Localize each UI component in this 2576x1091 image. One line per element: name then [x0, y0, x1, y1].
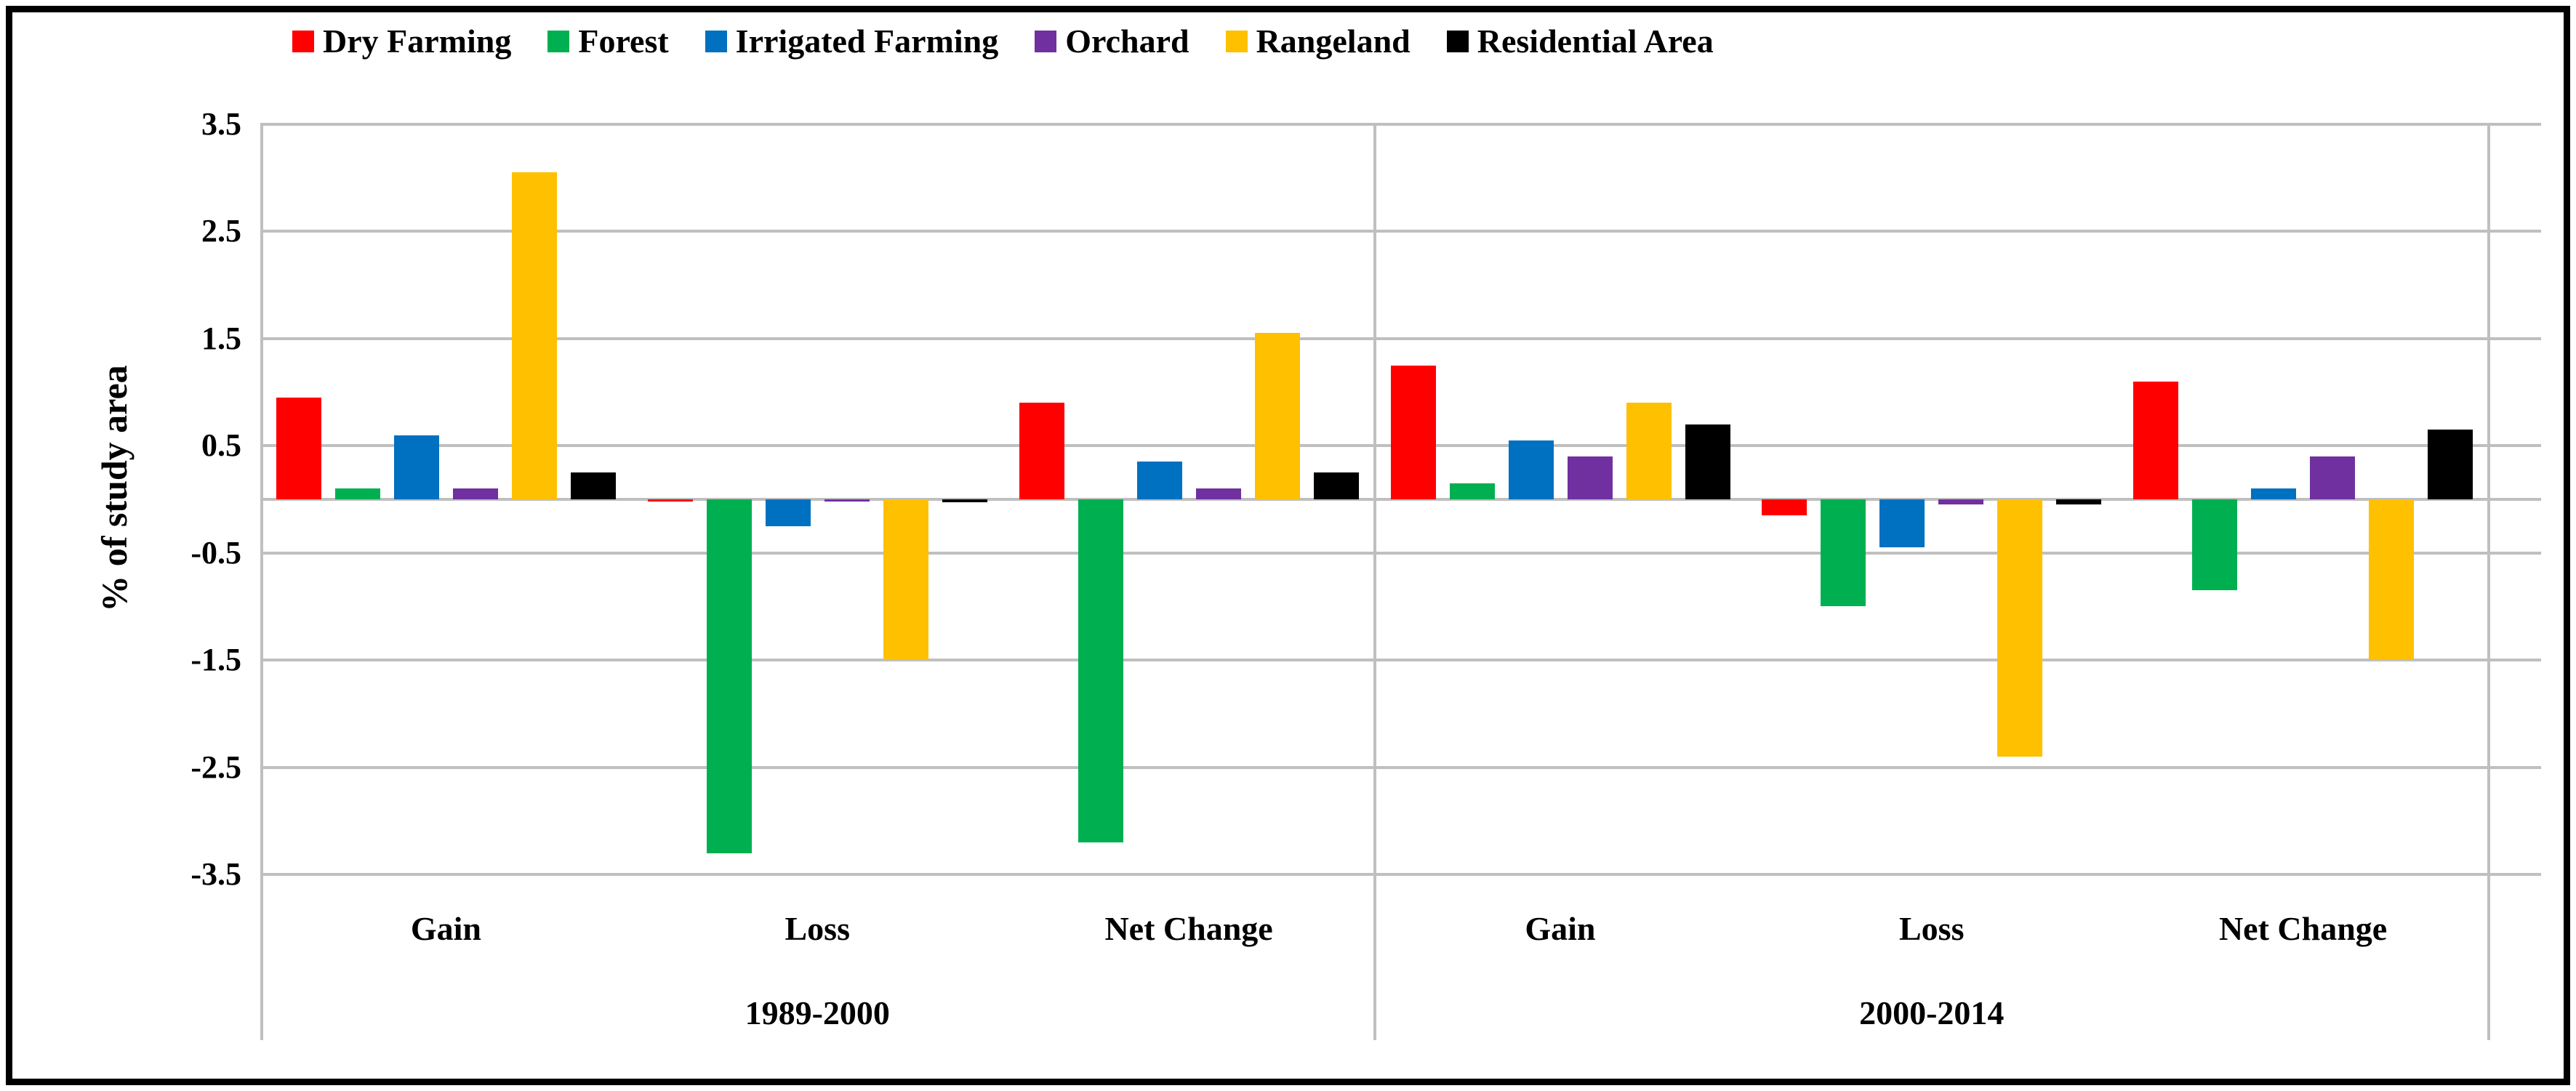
legend-swatch-icon-orchard	[1035, 31, 1057, 52]
legend-label-dry-farming: Dry Farming	[323, 23, 512, 60]
bar-residential-area-net-change-2000-2014	[2428, 430, 2473, 499]
legend-item-orchard: Orchard	[1035, 25, 1189, 58]
bar-dry-farming-loss-2000-2014	[1762, 499, 1807, 516]
y-tick-label-2minus-5: 2.5	[201, 213, 241, 249]
bar-dry-farming-loss-1989-2000	[647, 499, 693, 502]
legend-label-rangeland: Rangeland	[1256, 23, 1411, 60]
legend-swatch-icon-dry-farming	[292, 31, 314, 52]
y-tick-label-1minus-5: 1.5	[201, 320, 241, 356]
bar-forest-gain-1989-2000	[335, 488, 380, 499]
y-tick-label-minus-3-5: -3.5	[190, 856, 241, 892]
y-tick-label-3minus-5: 3.5	[201, 106, 241, 142]
bar-dry-farming-gain-2000-2014	[1390, 365, 1436, 499]
bar-rangeland-loss-2000-2014	[1997, 499, 2043, 757]
bar-dry-farming-net-change-1989-2000	[1019, 403, 1064, 499]
x-label-gain-2000-2014: Gain	[1525, 910, 1596, 947]
period-label-2000-2014: 2000-2014	[1859, 994, 2005, 1031]
gridline-3.5	[260, 123, 2541, 126]
legend-item-forest: Forest	[547, 23, 669, 60]
gridline-1.5	[260, 337, 2541, 340]
y-tick-label-0minus-5: 0.5	[201, 427, 241, 464]
gridline-2.5	[260, 230, 2541, 233]
zero-axis-line	[260, 498, 2541, 501]
y-tick-label-minus-0-5: -0.5	[190, 534, 241, 571]
legend-label-forest: Forest	[578, 23, 669, 60]
bar-residential-area-loss-2000-2014	[2056, 499, 2102, 505]
legend-swatch-icon-residential-area	[1446, 31, 1469, 52]
bar-residential-area-gain-2000-2014	[1685, 424, 1730, 499]
bar-rangeland-gain-1989-2000	[512, 172, 557, 499]
period-label-1989-2000: 1989-2000	[745, 994, 890, 1031]
legend-label-residential-area: Residential Area	[1477, 23, 1714, 60]
bar-orchard-net-change-1989-2000	[1195, 488, 1241, 499]
legend-item-dry-farming: Dry Farming	[292, 25, 511, 58]
gridline--1.5	[260, 659, 2541, 662]
bar-rangeland-net-change-1989-2000	[1254, 333, 1300, 499]
bar-rangeland-gain-2000-2014	[1626, 403, 1672, 499]
gridline--3.5	[260, 873, 2541, 876]
bar-forest-gain-2000-2014	[1449, 483, 1495, 499]
bar-rangeland-loss-1989-2000	[883, 499, 928, 661]
bar-orchard-net-change-2000-2014	[2310, 456, 2356, 499]
y-tick-label-minus-1-5: -1.5	[190, 642, 241, 678]
period-separator-line-2	[2487, 123, 2490, 1040]
bar-rangeland-net-change-2000-2014	[2369, 499, 2415, 661]
bar-irrigated-farming-net-change-2000-2014	[2251, 488, 2297, 499]
bar-irrigated-farming-gain-1989-2000	[394, 435, 439, 499]
bar-residential-area-net-change-1989-2000	[1313, 472, 1359, 499]
y-axis-line	[260, 123, 263, 1040]
bar-residential-area-loss-1989-2000	[942, 499, 987, 503]
bar-irrigated-farming-gain-2000-2014	[1508, 440, 1554, 499]
bar-forest-loss-1989-2000	[706, 499, 752, 853]
x-label-net-change-1989-2000: Net Change	[1104, 910, 1273, 947]
legend-swatch-icon-forest	[547, 31, 570, 52]
bar-dry-farming-gain-1989-2000	[276, 397, 321, 499]
bar-forest-loss-2000-2014	[1821, 499, 1866, 607]
legend-swatch-icon-irrigated-farming	[705, 31, 727, 52]
bar-orchard-gain-1989-2000	[453, 488, 498, 499]
y-tick-label-minus-2-5: -2.5	[190, 749, 241, 785]
legend-swatch-icon-rangeland	[1225, 31, 1248, 52]
x-label-gain-1989-2000: Gain	[410, 910, 481, 947]
legend-item-rangeland: Rangeland	[1225, 23, 1411, 60]
x-label-loss-2000-2014: Loss	[1899, 910, 1965, 947]
bar-irrigated-farming-loss-2000-2014	[1879, 499, 1925, 548]
x-label-net-change-2000-2014: Net Change	[2218, 910, 2388, 947]
bar-orchard-gain-2000-2014	[1567, 456, 1613, 499]
x-label-loss-1989-2000: Loss	[785, 910, 850, 947]
period-separator-line-1	[1373, 123, 1376, 1040]
bar-orchard-loss-1989-2000	[824, 499, 870, 502]
bar-orchard-loss-2000-2014	[1938, 499, 1984, 505]
legend-item-residential-area: Residential Area	[1446, 23, 1714, 60]
bar-irrigated-farming-net-change-1989-2000	[1136, 462, 1182, 499]
legend-item-irrigated-farming: Irrigated Farming	[705, 23, 999, 60]
legend: Dry Farming Forest Irrigated Farming Orchar…	[292, 25, 1714, 58]
bar-forest-net-change-2000-2014	[2192, 499, 2238, 591]
bar-residential-area-gain-1989-2000	[571, 472, 616, 499]
gridline--0.5	[260, 551, 2541, 555]
bar-forest-net-change-1989-2000	[1078, 499, 1123, 842]
bar-dry-farming-net-change-2000-2014	[2133, 381, 2179, 499]
bar-irrigated-farming-loss-1989-2000	[765, 499, 811, 526]
gridline--2.5	[260, 765, 2541, 769]
plot-area: Gain Loss Net Change 1989-2000 Gain Loss Net C…	[260, 123, 2541, 1040]
legend-label-irrigated-farming: Irrigated Farming	[735, 23, 999, 60]
legend-label-orchard: Orchard	[1065, 23, 1189, 60]
